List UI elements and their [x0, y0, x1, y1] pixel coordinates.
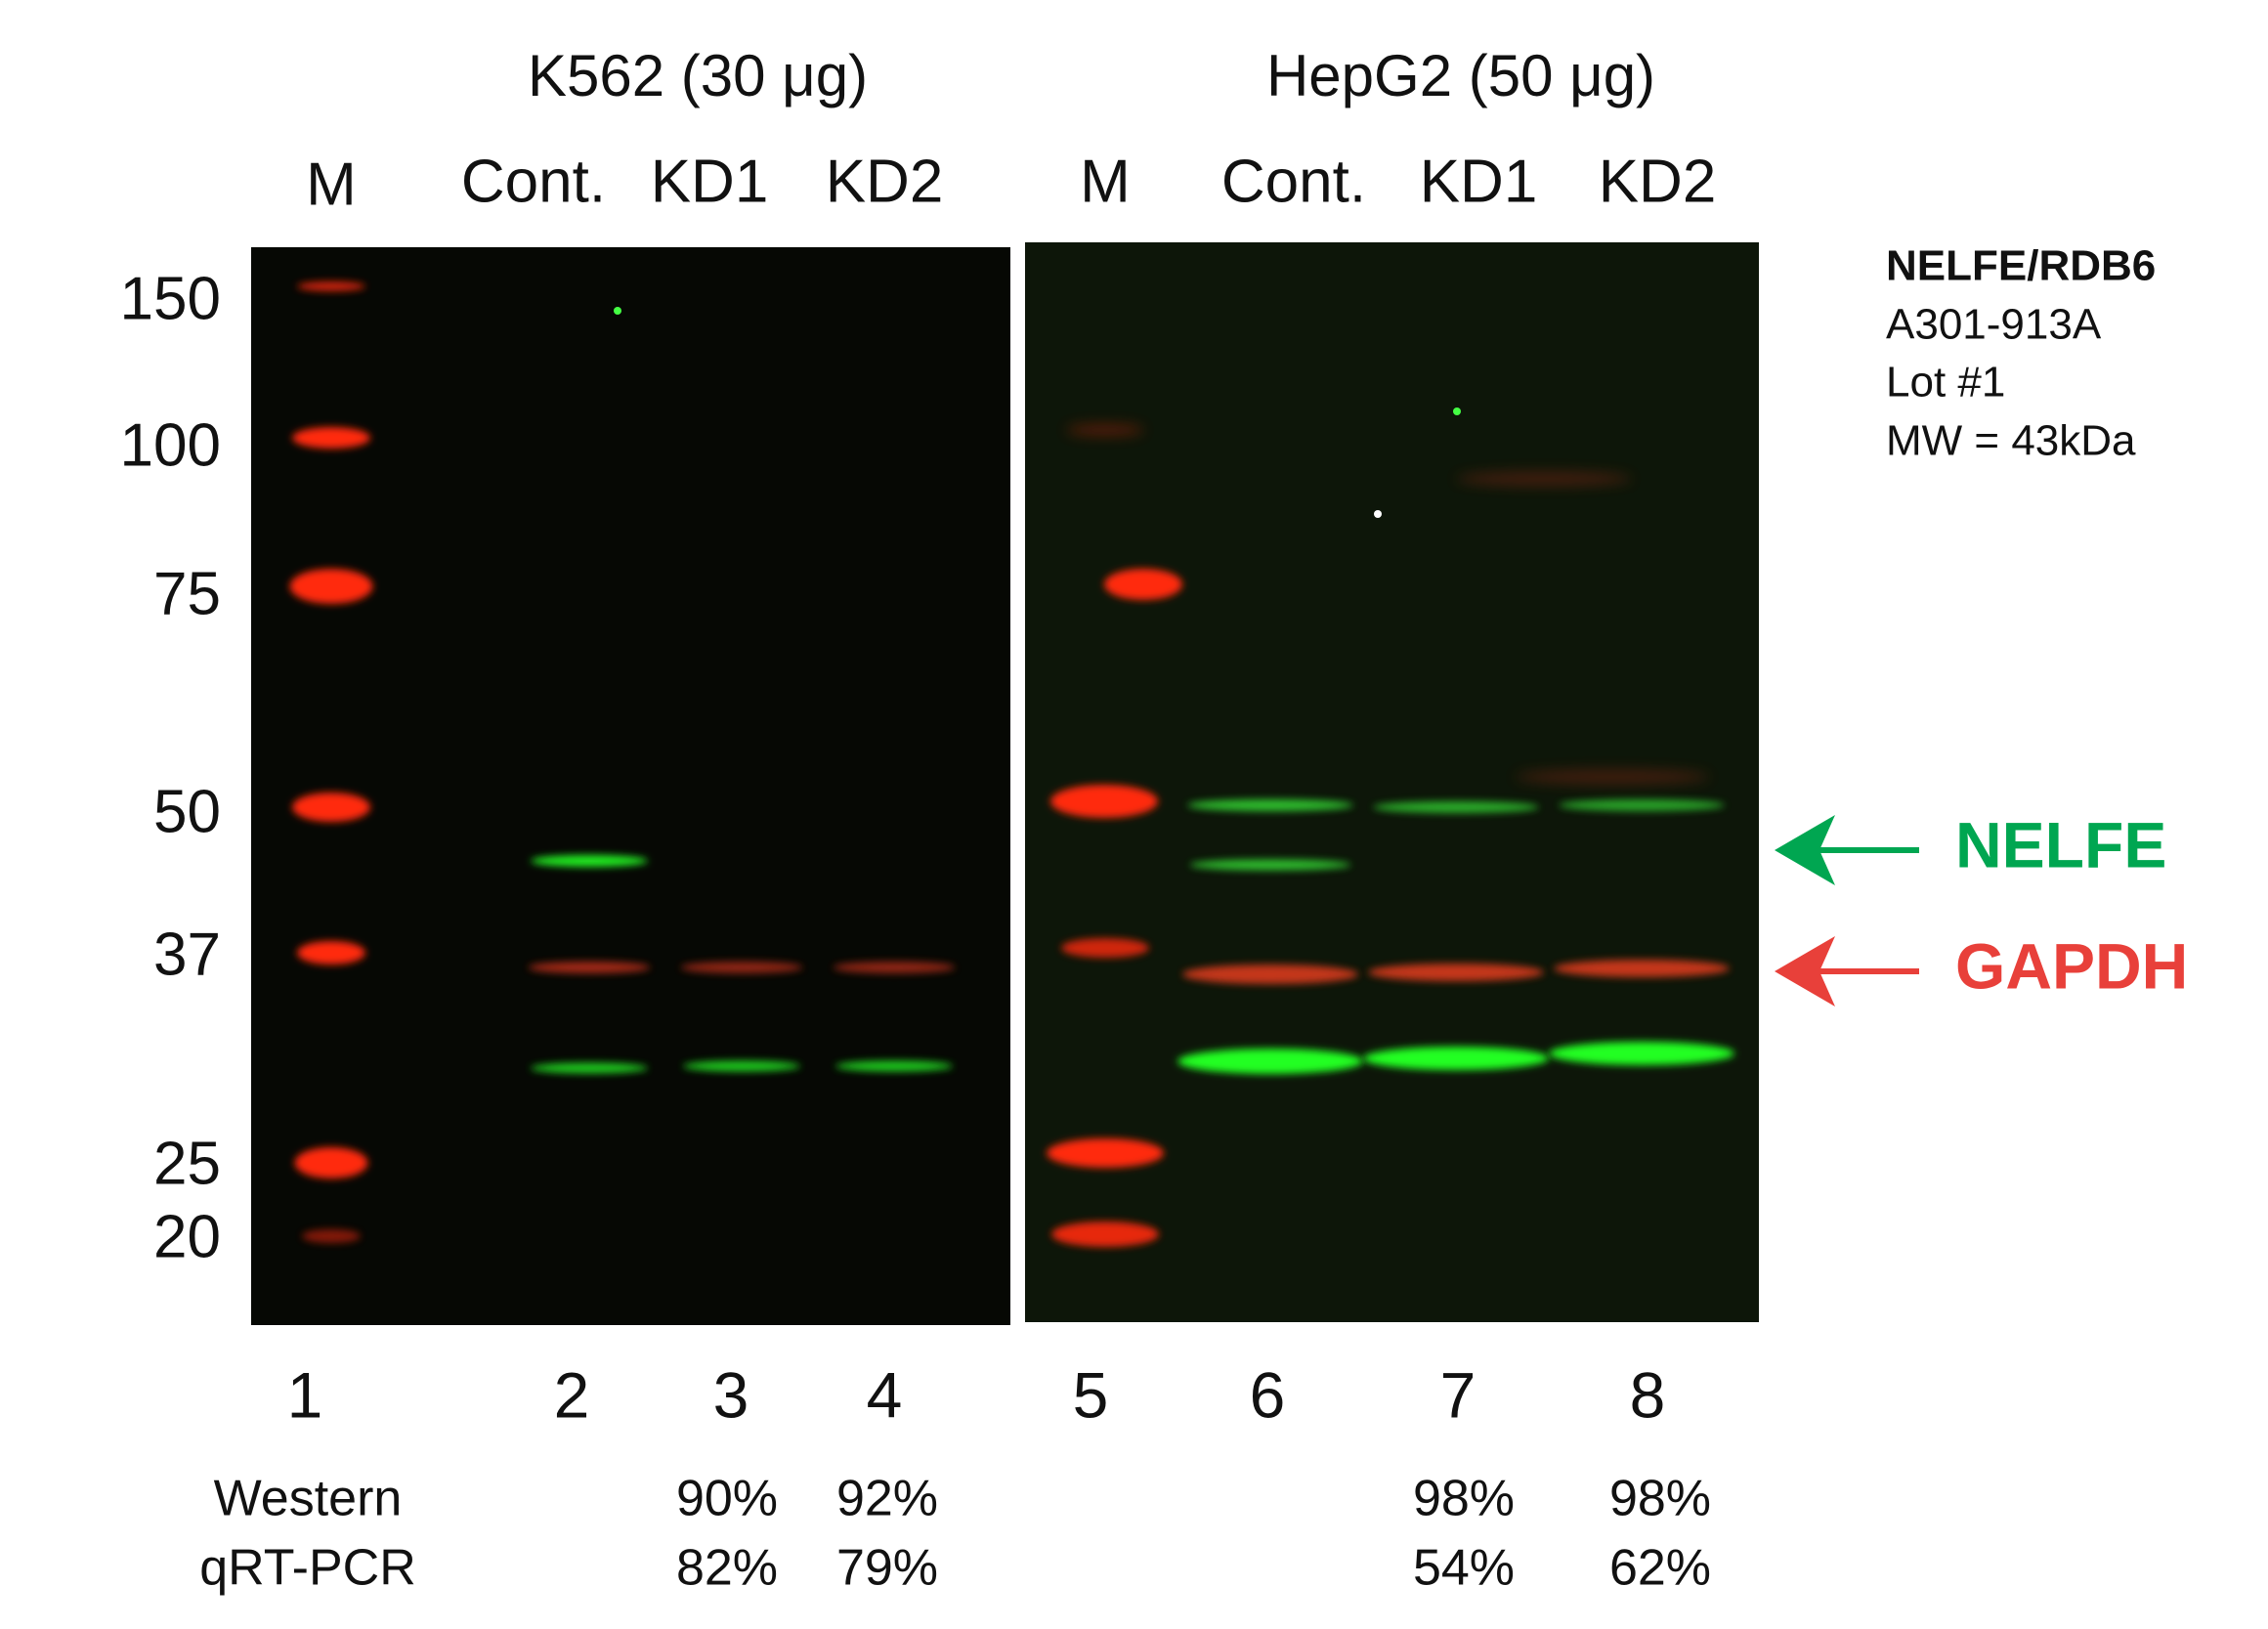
band [1051, 1222, 1159, 1247]
lane-header: Cont. [461, 148, 606, 215]
band [1182, 965, 1358, 984]
panel-title: HepG2 (50 μg) [1266, 43, 1655, 108]
table-cell: 82% [676, 1540, 778, 1597]
marker-label: 150 [120, 265, 221, 332]
band [835, 1060, 953, 1072]
marker-label: 37 [153, 921, 221, 988]
band [1549, 1042, 1734, 1065]
band [294, 1147, 368, 1179]
band [302, 1229, 361, 1243]
lane-number: 8 [1630, 1358, 1666, 1431]
band [528, 962, 651, 973]
band [1104, 569, 1182, 600]
band [292, 793, 370, 822]
lane-number: 2 [554, 1358, 590, 1431]
bands [289, 281, 1734, 1247]
band [1177, 1049, 1363, 1074]
band [683, 1060, 800, 1072]
lane-header: M [1080, 148, 1131, 215]
table-cell: 98% [1413, 1471, 1515, 1527]
speck [614, 307, 621, 315]
blot-left [251, 247, 1010, 1325]
band [1456, 472, 1632, 486]
lane-header: KD1 [651, 148, 769, 215]
table-cell: 54% [1413, 1540, 1515, 1597]
marker-label: 75 [153, 560, 221, 627]
row-label: qRT-PCR [199, 1540, 416, 1597]
antibody-lot: Lot #1 [1886, 359, 2005, 407]
lane-number: 3 [713, 1358, 749, 1431]
band [531, 1062, 648, 1074]
table-cell: 98% [1609, 1471, 1711, 1527]
speck [1374, 510, 1382, 518]
band [1187, 799, 1353, 811]
band [531, 855, 648, 867]
arrow-control [1775, 936, 1919, 1007]
band [297, 281, 365, 291]
table-cell: 90% [676, 1471, 778, 1527]
antibody-mw: MW = 43kDa [1886, 417, 2136, 465]
table-cell: 92% [836, 1471, 938, 1527]
band [1554, 960, 1730, 977]
table-cell: 62% [1609, 1540, 1711, 1597]
lane-number: 7 [1440, 1358, 1476, 1431]
band [1363, 1047, 1549, 1070]
band [1368, 964, 1544, 981]
lane-header: M [306, 150, 357, 218]
band [1061, 938, 1149, 958]
band [680, 962, 803, 973]
marker-label: 25 [153, 1130, 221, 1197]
band [292, 427, 370, 449]
lane-header: Cont. [1221, 148, 1366, 215]
arrow-target [1775, 815, 1919, 885]
lane-number: 4 [867, 1358, 903, 1431]
band [289, 569, 373, 604]
band-label-target: NELFE [1955, 808, 2166, 880]
band [1047, 1138, 1164, 1168]
band [297, 941, 365, 965]
lane-number: 5 [1073, 1358, 1109, 1431]
lane-header: KD1 [1420, 148, 1538, 215]
marker-label: 100 [120, 411, 221, 479]
speck [1453, 407, 1461, 415]
band [1050, 785, 1158, 818]
band [1515, 770, 1710, 784]
band [1373, 801, 1539, 813]
band [1189, 859, 1351, 871]
table-cell: 79% [836, 1540, 938, 1597]
lane-header: KD2 [826, 148, 944, 215]
lane-number: 1 [287, 1358, 323, 1431]
lane-number: 6 [1250, 1358, 1286, 1431]
antibody-catalog: A301-913A [1886, 301, 2102, 349]
antibody-target: NELFE/RDB6 [1886, 242, 2156, 290]
marker-label: 50 [153, 778, 221, 845]
band-label-control: GAPDH [1955, 929, 2188, 1002]
band [833, 962, 956, 973]
panel-title: K562 (30 μg) [528, 43, 868, 108]
lane-header: KD2 [1599, 148, 1717, 215]
band [1559, 799, 1725, 811]
row-label: Western [214, 1471, 403, 1527]
marker-label: 20 [153, 1203, 221, 1270]
band [1066, 424, 1144, 436]
